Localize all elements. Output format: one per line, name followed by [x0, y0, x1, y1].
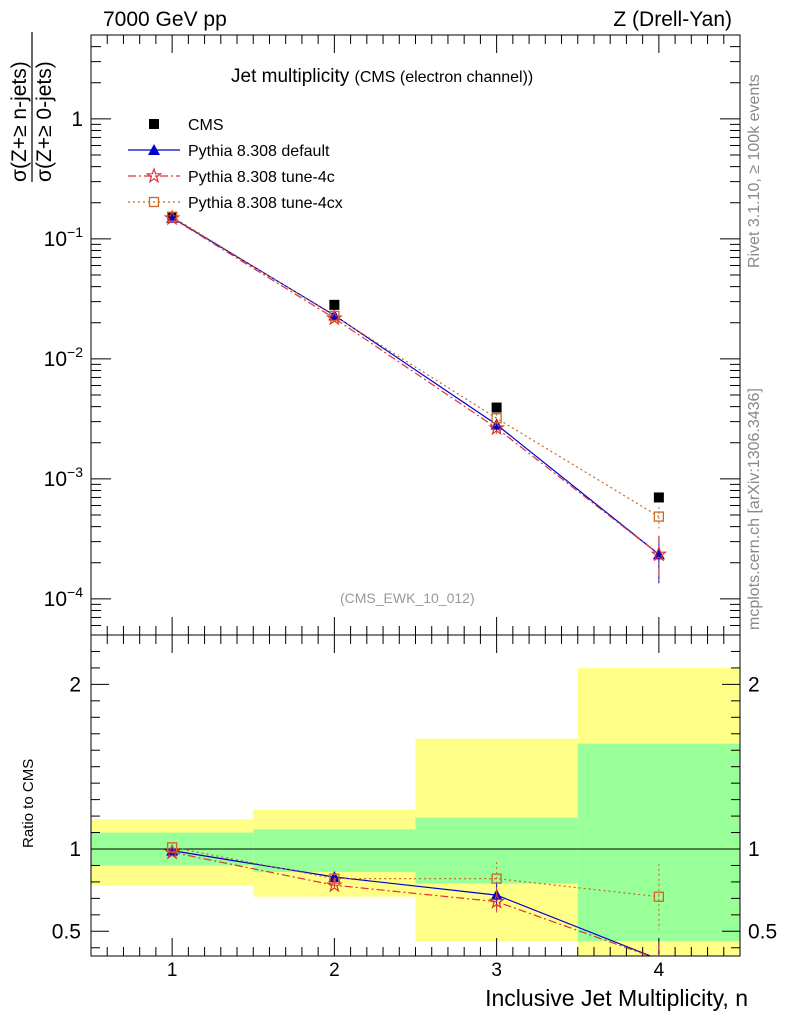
ratio-y-tick-label: 2 [748, 673, 760, 696]
ratio-point-pythia-8-308-tune-4cx [329, 873, 340, 884]
point-cms [653, 492, 664, 503]
ratio-band-green [253, 829, 416, 873]
point-pythia-8-308-tune-4cx [491, 413, 502, 424]
ratio-uncertainty-bands [91, 667, 740, 956]
point-pythia-8-308-tune-4c [650, 545, 668, 562]
legend-marker-cms [149, 119, 159, 129]
ratio-line-pythia-8-308-tune-4c [172, 851, 652, 956]
ratio-group-pythia-8-308-tune-4cx [166, 842, 665, 930]
legend-label-cms: CMS [188, 117, 224, 134]
legend-marker-pythia-8-308-default [148, 144, 160, 155]
point-pythia-8-308-tune-4c [488, 419, 506, 436]
ratio-point-pythia-8-308-tune-4c [488, 892, 506, 909]
ratio-y-tick-label: 0.5 [52, 920, 81, 943]
plot-title: Jet multiplicity (CMS (electron channel)… [231, 66, 533, 88]
x-tick-label: 2 [329, 960, 340, 981]
point-pythia-8-308-default [490, 418, 503, 430]
ratio-band-green [577, 743, 740, 942]
x-tick-label: 3 [491, 960, 502, 981]
line-pythia-8-308-default [171, 217, 660, 555]
y-axis-label: σ(Z+≥ n-jets) σ(Z+≥ 0-jets) [8, 32, 56, 182]
x-tick-label: 1 [167, 960, 178, 981]
ratio-y-tick-label: 2 [69, 673, 81, 696]
y-tick-label: 10−3 [44, 464, 84, 491]
legend-label-pythia-8-308-default: Pythia 8.308 default [188, 143, 330, 160]
line-pythia-8-308-tune-4cx [171, 216, 660, 518]
ratio-point-pythia-8-308-tune-4cx [653, 891, 665, 902]
legend-label-pythia-8-308-tune-4cx: Pythia 8.308 tune-4cx [188, 195, 343, 212]
x-tick-label: 4 [654, 960, 665, 981]
ratio-point-pythia-8-308-tune-4cx [166, 842, 178, 853]
header-energy: 7000 GeV pp [103, 8, 227, 31]
series-lines [163, 216, 665, 956]
legend-marker-pythia-8-308-tune-4c [145, 167, 163, 184]
legend-label-pythia-8-308-tune-4c: Pythia 8.308 tune-4c [188, 169, 335, 186]
rivet-label: Rivet 3.1.10, ≥ 100k events [746, 74, 763, 268]
point-cms [329, 299, 340, 310]
y-tick-label: 10−1 [44, 224, 84, 251]
point-pythia-8-308-default [328, 309, 341, 321]
ratio-y-tick-label: 1 [748, 838, 760, 861]
legend-marker-pythia-8-308-tune-4cx [148, 196, 160, 208]
axis-ticks: 1 10−1 10−2 10−3 10−4 1 2 3 4 0.5 0.5 1 1 2 2 [44, 34, 777, 981]
point-pythia-8-308-tune-4cx [329, 310, 340, 322]
y-axis-label-numerator: σ(Z+≥ n-jets) [8, 61, 31, 182]
y-axis-label-denominator: σ(Z+≥ 0-jets) [33, 61, 56, 182]
ratio-y-tick-label: 1 [69, 838, 81, 861]
x-axis-label: Inclusive Jet Multiplicity, n [485, 985, 748, 1011]
y-tick-label: 10−2 [44, 344, 84, 371]
plot-title-main: Jet multiplicity [231, 66, 350, 87]
ratio-line-pythia-8-308-default [172, 850, 653, 956]
ratio-y-tick-label: 0.5 [748, 920, 777, 943]
series-markers [163, 209, 668, 562]
y-tick-label: 10−4 [44, 584, 84, 611]
ratio-line-pythia-8-308-tune-4cx [172, 846, 659, 898]
mcplots-label: mcplots.cern.ch [arXiv:1306.3436] [746, 388, 763, 630]
ratio-y-axis-label: Ratio to CMS [20, 758, 37, 848]
point-pythia-8-308-tune-4cx [653, 511, 665, 522]
header-process: Z (Drell-Yan) [613, 8, 732, 31]
point-cms [491, 402, 502, 413]
line-pythia-8-308-tune-4c [171, 217, 660, 555]
point-pythia-8-308-tune-4cx [166, 211, 178, 222]
plot-title-sub: (CMS (electron channel)) [354, 69, 534, 86]
legend: CMS Pythia 8.308 default Pythia 8.308 tune… [128, 117, 343, 212]
analysis-watermark: (CMS_EWK_10_012) [340, 590, 475, 606]
y-tick-label: 1 [71, 108, 83, 131]
ratio-point-pythia-8-308-tune-4cx [491, 873, 502, 884]
